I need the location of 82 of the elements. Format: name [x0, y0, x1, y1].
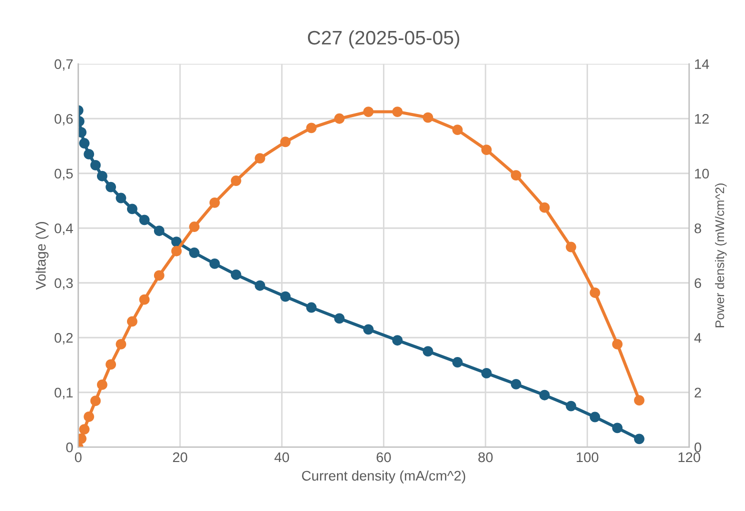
point: [126, 316, 138, 327]
x-tick-label: 80: [478, 452, 493, 462]
point: [116, 192, 126, 204]
y-tick-label: 0,3: [54, 278, 73, 290]
point: [139, 294, 150, 305]
x-tick-label: 40: [274, 452, 290, 462]
y-tick-label: 0,7: [54, 59, 73, 71]
point: [171, 246, 182, 256]
point: [116, 338, 126, 350]
y2-tick-label: 8: [694, 223, 702, 234]
y-tick-label: 0,4: [54, 223, 73, 235]
point: [106, 359, 116, 370]
point: [230, 269, 242, 280]
y-tick-label: 0,5: [54, 168, 73, 180]
point: [306, 122, 317, 134]
x-tick-label: 60: [376, 452, 391, 462]
point: [90, 396, 101, 406]
point: [96, 380, 108, 390]
point: [334, 113, 345, 124]
point: [590, 412, 600, 422]
point: [96, 170, 108, 182]
y-tick-label: 0,6: [54, 114, 73, 126]
x-tick-label: 100: [576, 452, 598, 462]
point: [84, 412, 94, 422]
x-axis-title: Current density (mA/cm^2): [302, 470, 466, 484]
point: [481, 368, 492, 378]
y2-tick-label: 10: [695, 168, 709, 179]
point: [481, 144, 492, 156]
y2-tick-label: 14: [695, 59, 710, 69]
point: [422, 346, 434, 357]
point: [612, 422, 623, 434]
point: [334, 313, 345, 324]
y-axis-title: Voltage (V): [36, 222, 49, 290]
chart-title: C27 (2025-05-05): [308, 30, 460, 48]
point: [363, 324, 374, 335]
point: [363, 106, 374, 117]
point: [189, 248, 200, 258]
point: [154, 270, 164, 281]
x-tick-label: 0: [74, 452, 82, 462]
point: [254, 153, 266, 164]
point: [566, 242, 576, 252]
point: [209, 197, 220, 208]
point: [422, 112, 434, 123]
point: [230, 176, 242, 186]
point: [392, 335, 403, 346]
y2-tick-label: 6: [694, 278, 702, 288]
point: [539, 390, 550, 400]
y-tick-label: 0,2: [54, 332, 73, 344]
x-tick-label: 20: [173, 452, 188, 462]
point: [634, 395, 644, 406]
point: [566, 400, 576, 412]
point: [280, 291, 291, 302]
point: [452, 124, 463, 136]
point: [106, 182, 116, 192]
x-tick-label: 120: [678, 452, 700, 462]
point: [539, 202, 550, 213]
y2-tick-label: 12: [695, 114, 709, 124]
point: [452, 357, 463, 368]
point: [612, 338, 623, 350]
point: [392, 106, 403, 117]
point: [306, 302, 317, 313]
point: [510, 170, 522, 180]
point: [154, 226, 164, 236]
point: [79, 138, 90, 148]
y2-tick-label: 0: [694, 442, 702, 452]
point: [79, 424, 90, 435]
point: [84, 149, 94, 160]
y2-tick-label: 4: [694, 333, 702, 343]
point: [209, 258, 220, 269]
point: [634, 434, 644, 444]
point: [590, 288, 600, 298]
point: [126, 204, 138, 214]
point: [510, 378, 522, 390]
point: [90, 160, 101, 170]
point: [189, 222, 200, 232]
y2-axis-title: Power density (mW/cm^2): [714, 184, 727, 328]
point: [280, 136, 291, 148]
y-tick-label: 0,1: [54, 388, 73, 400]
y-tick-label: 0: [66, 442, 73, 452]
point: [254, 280, 266, 291]
y2-tick-label: 2: [694, 388, 702, 398]
point: [139, 214, 150, 226]
